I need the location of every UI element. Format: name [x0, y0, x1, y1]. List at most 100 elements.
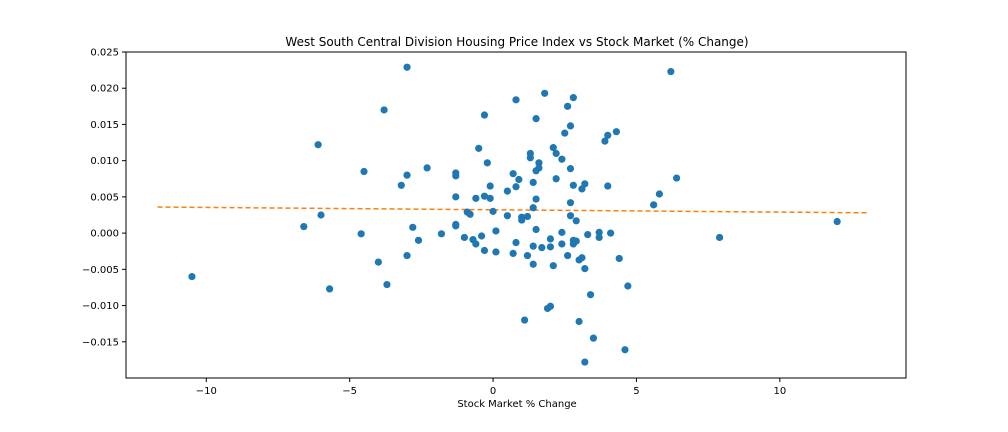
- data-point: [512, 183, 520, 191]
- data-point: [480, 111, 489, 119]
- data-point: [667, 67, 675, 76]
- data-point: [561, 129, 569, 137]
- data-point: [437, 230, 446, 238]
- y-tick-label: −0.005: [82, 265, 119, 276]
- data-point: [581, 358, 589, 366]
- data-point: [578, 254, 586, 262]
- data-point: [558, 228, 566, 236]
- data-point: [523, 212, 532, 221]
- data-point: [523, 251, 532, 260]
- data-point: [477, 232, 486, 240]
- data-point: [492, 227, 500, 235]
- data-point: [612, 128, 620, 136]
- data-point: [595, 233, 603, 242]
- data-point: [480, 192, 489, 200]
- data-point: [486, 182, 494, 190]
- data-point: [566, 212, 575, 220]
- data-point: [480, 246, 489, 255]
- data-point: [558, 155, 566, 163]
- data-point: [535, 159, 543, 167]
- data-point: [535, 164, 543, 172]
- data-point: [575, 317, 583, 326]
- data-point: [314, 141, 322, 149]
- data-point: [317, 211, 325, 219]
- data-point: [532, 225, 540, 234]
- data-point: [621, 346, 629, 354]
- data-point: [452, 172, 460, 180]
- data-point: [572, 217, 580, 225]
- y-tick-label: 0.020: [90, 84, 119, 95]
- y-tick-label: 0.000: [90, 229, 119, 240]
- data-point: [503, 212, 511, 220]
- data-point: [486, 194, 494, 202]
- data-point: [532, 195, 540, 203]
- data-point: [566, 165, 575, 173]
- data-point: [518, 216, 526, 224]
- data-point: [529, 178, 537, 186]
- data-point: [512, 96, 520, 104]
- data-point: [509, 249, 517, 257]
- data-point: [650, 201, 658, 209]
- data-point: [397, 181, 405, 189]
- data-point: [509, 170, 517, 178]
- data-point: [541, 89, 549, 97]
- data-point: [452, 222, 460, 230]
- data-point: [549, 262, 557, 270]
- data-point: [414, 236, 423, 244]
- data-point: [586, 291, 595, 299]
- y-tick-label: 0.010: [90, 156, 119, 167]
- trend-line: [157, 206, 869, 214]
- data-point: [589, 334, 598, 342]
- data-point: [558, 240, 566, 248]
- data-point: [529, 204, 537, 212]
- data-point: [607, 229, 615, 237]
- x-axis-ticks: −10 −5 0 5 10: [196, 378, 786, 397]
- data-point: [403, 63, 411, 71]
- data-point: [460, 233, 468, 242]
- data-point: [604, 131, 612, 139]
- x-tick-label: −10: [196, 386, 217, 397]
- data-point: [716, 233, 724, 242]
- data-point: [472, 240, 480, 248]
- data-point: [403, 251, 411, 260]
- y-tick-label: 0.025: [90, 48, 119, 59]
- data-point: [615, 254, 623, 263]
- data-point: [552, 149, 560, 158]
- data-point: [572, 237, 580, 245]
- data-point: [383, 280, 391, 289]
- data-point: [672, 174, 681, 182]
- data-point: [300, 222, 308, 231]
- data-point: [492, 248, 500, 256]
- y-tick-label: −0.010: [82, 301, 119, 312]
- data-point: [624, 282, 632, 290]
- data-point: [546, 235, 555, 243]
- data-point: [546, 243, 555, 251]
- data-point: [581, 265, 589, 273]
- x-tick-label: 5: [633, 386, 639, 397]
- data-point: [581, 180, 589, 188]
- data-point: [564, 102, 572, 110]
- data-point: [566, 199, 575, 207]
- data-point: [521, 316, 529, 324]
- x-tick-label: −5: [342, 386, 357, 397]
- data-point: [833, 217, 841, 226]
- y-tick-label: 0.005: [90, 192, 119, 203]
- data-point: [595, 228, 603, 236]
- data-point: [374, 258, 382, 266]
- data-point: [326, 285, 334, 293]
- data-point: [566, 122, 575, 130]
- data-point: [569, 94, 577, 102]
- data-point: [655, 190, 663, 198]
- data-point: [601, 137, 609, 145]
- data-point: [360, 167, 368, 176]
- data-point: [529, 260, 537, 268]
- y-tick-label: 0.015: [90, 120, 119, 131]
- data-point: [489, 207, 497, 215]
- data-point: [526, 154, 534, 162]
- data-point: [549, 144, 557, 152]
- data-points-layer: [188, 63, 841, 366]
- data-point: [423, 164, 431, 172]
- data-point: [466, 210, 474, 218]
- data-point: [452, 193, 460, 201]
- data-point: [409, 223, 417, 231]
